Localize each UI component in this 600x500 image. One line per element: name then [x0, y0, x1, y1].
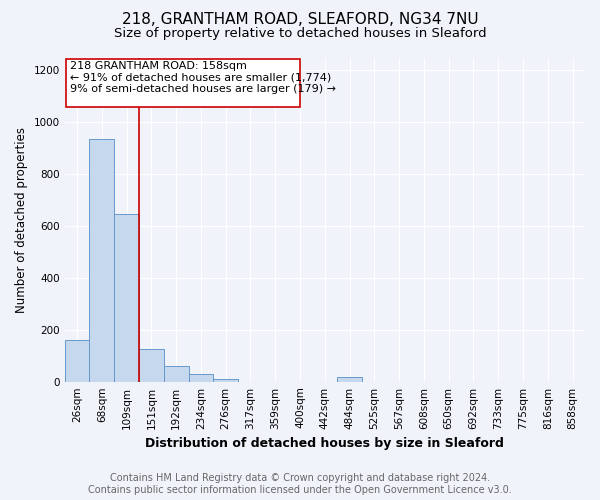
Bar	[89, 139, 114, 382]
FancyBboxPatch shape	[66, 59, 300, 107]
Bar	[188, 374, 214, 382]
Text: Contains HM Land Registry data © Crown copyright and database right 2024.
Contai: Contains HM Land Registry data © Crown c…	[88, 474, 512, 495]
Text: 218 GRANTHAM ROAD: 158sqm
← 91% of detached houses are smaller (1,774)
9% of sem: 218 GRANTHAM ROAD: 158sqm ← 91% of detac…	[70, 61, 335, 94]
Text: 218, GRANTHAM ROAD, SLEAFORD, NG34 7NU: 218, GRANTHAM ROAD, SLEAFORD, NG34 7NU	[122, 12, 478, 28]
Bar	[65, 340, 89, 382]
X-axis label: Distribution of detached houses by size in Sleaford: Distribution of detached houses by size …	[145, 437, 504, 450]
Bar	[164, 366, 188, 382]
Y-axis label: Number of detached properties: Number of detached properties	[15, 126, 28, 312]
Bar	[114, 214, 139, 382]
Bar	[337, 377, 362, 382]
Bar	[214, 378, 238, 382]
Text: Size of property relative to detached houses in Sleaford: Size of property relative to detached ho…	[113, 28, 487, 40]
Bar	[139, 350, 164, 382]
